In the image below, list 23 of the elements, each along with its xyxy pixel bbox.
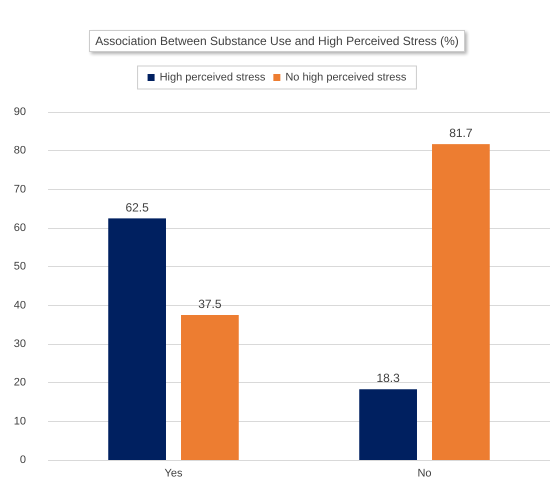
legend-label: No high perceived stress bbox=[285, 72, 407, 84]
data-label: 62.5 bbox=[125, 200, 150, 214]
bar bbox=[108, 218, 166, 460]
data-label: 18.3 bbox=[376, 371, 400, 386]
y-tick-label: 70 bbox=[14, 183, 26, 196]
bar bbox=[181, 315, 239, 460]
y-tick-label: 60 bbox=[14, 222, 26, 234]
bar bbox=[432, 144, 490, 460]
legend-label: High perceived stress bbox=[160, 72, 266, 84]
y-tick-label: 10 bbox=[14, 415, 26, 428]
bar bbox=[359, 389, 417, 460]
data-label: 37.5 bbox=[198, 297, 222, 311]
y-tick-label: 40 bbox=[14, 299, 26, 312]
x-tick-label: No bbox=[417, 468, 432, 480]
chart-title: Association Between Substance Use and High Perceived Stress (%) bbox=[95, 34, 459, 48]
y-tick-label: 90 bbox=[14, 106, 26, 118]
y-tick-label: 80 bbox=[14, 144, 26, 157]
y-tick-label: 20 bbox=[14, 376, 26, 389]
x-tick-label: Yes bbox=[164, 468, 183, 480]
y-tick-label: 0 bbox=[20, 454, 26, 466]
data-label: 81.7 bbox=[449, 126, 473, 140]
y-tick-label: 30 bbox=[14, 338, 26, 350]
y-tick-label: 50 bbox=[14, 260, 26, 273]
